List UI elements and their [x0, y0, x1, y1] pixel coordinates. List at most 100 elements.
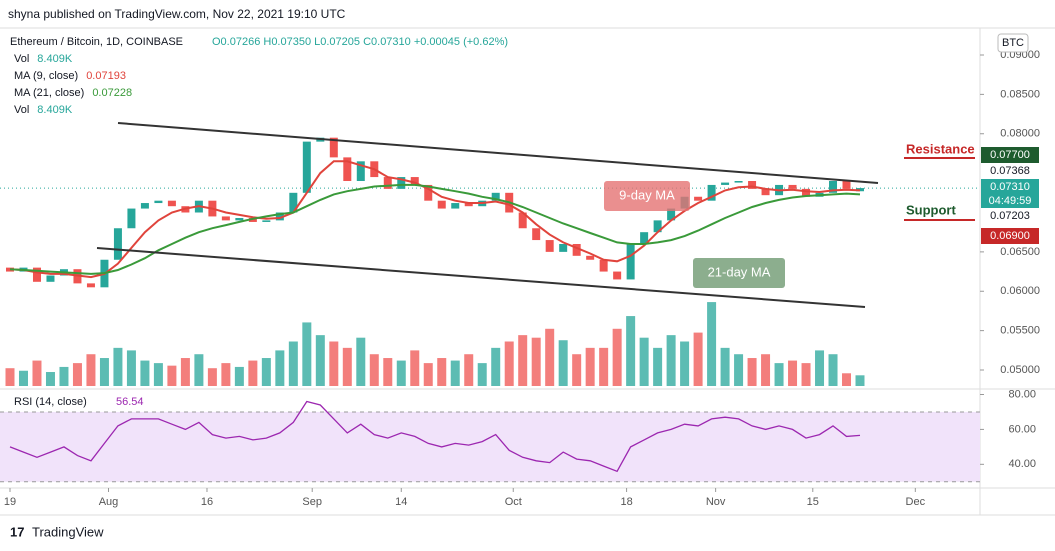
- annotation: 9-day MA: [619, 187, 675, 202]
- price-tick-label: 0.06000: [1000, 285, 1040, 297]
- rsi-tick-label: 60.00: [1008, 423, 1036, 435]
- candle-body: [748, 181, 757, 189]
- symbol: Ethereum / Bitcoin, 1D, COINBASE: [10, 36, 183, 48]
- volume-bar: [32, 360, 42, 386]
- volume-bar: [410, 350, 420, 386]
- volume-bar: [356, 337, 366, 386]
- volume-bar: [342, 347, 352, 386]
- time-tick-label: Sep: [302, 496, 322, 508]
- candle-body: [32, 267, 41, 282]
- candle-body: [761, 188, 770, 196]
- volume-bar: [653, 347, 663, 386]
- volume-bar: [86, 354, 96, 386]
- volume-bar: [59, 366, 69, 386]
- candle-body: [802, 188, 811, 197]
- indicator-name: MA (21, close): [14, 87, 84, 99]
- candle-body: [140, 203, 149, 209]
- header: shyna published on TradingView.com, Nov …: [8, 7, 346, 21]
- volume-bar: [99, 358, 109, 386]
- candle-body: [424, 184, 433, 201]
- candle-body: [302, 141, 311, 193]
- candle-body: [235, 218, 244, 221]
- candle-body: [451, 203, 460, 209]
- volume-bar: [761, 354, 771, 386]
- candle-body: [667, 208, 676, 221]
- price-badge: [981, 147, 1039, 163]
- price-badge-label: 0.06900: [990, 230, 1030, 242]
- indicator-name: Vol: [14, 104, 29, 116]
- candle-body: [113, 228, 122, 260]
- candle-body: [586, 255, 595, 260]
- volume-bar: [626, 316, 636, 386]
- volume-bar: [666, 335, 676, 386]
- candle-body: [842, 181, 851, 189]
- volume-bar: [261, 358, 271, 386]
- volume-bar: [734, 354, 744, 386]
- volume-bar: [207, 368, 217, 386]
- volume-bar: [504, 341, 514, 386]
- volume-bar: [531, 337, 541, 386]
- candle-body: [626, 244, 635, 280]
- indicator-value: 0.07193: [86, 70, 126, 82]
- price-tick-label: 0.08000: [1000, 128, 1040, 140]
- candle-body: [248, 218, 257, 222]
- volume-bar: [639, 337, 649, 386]
- volume-bar: [747, 358, 757, 386]
- candle-body: [734, 181, 743, 183]
- volume-bar: [396, 360, 406, 386]
- volume-bar: [194, 354, 204, 386]
- candle-body: [694, 196, 703, 201]
- candle-body: [343, 157, 352, 181]
- time-tick-label: 15: [807, 496, 819, 508]
- candle-body: [127, 208, 136, 229]
- volume-bar: [437, 358, 447, 386]
- candle-body: [410, 177, 419, 185]
- price-badge: [981, 163, 1039, 179]
- candle-body: [599, 259, 608, 272]
- candle-body: [167, 200, 176, 207]
- time-tick-label: Nov: [706, 496, 726, 508]
- plot: 0.090000.085000.080000.065000.060000.055…: [0, 49, 1040, 508]
- candle-body: [221, 216, 230, 221]
- volume-bar: [680, 341, 690, 386]
- price-tick-label: 0.05500: [1000, 325, 1040, 337]
- volume-bar: [828, 354, 838, 386]
- candle-body: [329, 137, 338, 158]
- volume-bar: [140, 360, 150, 386]
- volume-bar: [612, 328, 622, 386]
- time-tick-label: 14: [395, 496, 407, 508]
- candle-body: [86, 283, 95, 288]
- volume-bar: [774, 363, 784, 386]
- volume-bar: [72, 363, 82, 386]
- candle-body: [653, 220, 662, 233]
- candle-body: [491, 192, 500, 201]
- indicator-value: 0.07228: [92, 87, 132, 99]
- annotation: Support: [906, 202, 956, 217]
- volume-bar: [126, 350, 136, 386]
- volume-bar: [180, 358, 190, 386]
- volume-bar: [855, 375, 865, 386]
- volume-bar: [383, 358, 393, 386]
- ma-line: [9, 160, 861, 279]
- indicator-value: 8.409K: [37, 53, 73, 65]
- footer-logo: 17: [10, 524, 24, 539]
- volume-bar: [815, 350, 825, 386]
- volume-bar: [491, 347, 501, 386]
- volume-bar: [545, 328, 555, 386]
- volume-bar: [518, 335, 528, 386]
- time-tick-label: Aug: [99, 496, 119, 508]
- candle-body: [464, 203, 473, 207]
- price-badge-label: 0.07700: [990, 149, 1030, 161]
- time-tick-label: Oct: [505, 496, 522, 508]
- candle-body: [437, 200, 446, 209]
- time-tick-label: 18: [620, 496, 632, 508]
- volume-bar: [558, 340, 568, 386]
- price-badge: [981, 228, 1039, 244]
- candle-body: [154, 200, 163, 204]
- candle-body: [559, 244, 568, 252]
- candle-body: [545, 240, 554, 252]
- candle-body: [829, 181, 838, 193]
- channel-upper: [117, 122, 879, 184]
- annotation: 21-day MA: [708, 264, 771, 279]
